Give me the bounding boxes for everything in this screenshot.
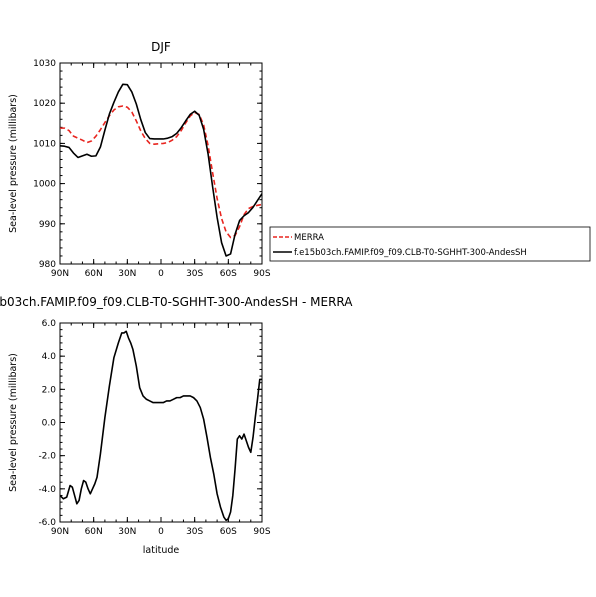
plot-frame bbox=[59, 62, 263, 265]
x-tick-label: 0 bbox=[158, 269, 164, 279]
y-tick-label: 6.0 bbox=[42, 319, 57, 329]
series-line-1 bbox=[60, 330, 262, 522]
y-tick-label: 4.0 bbox=[42, 352, 57, 362]
y-tick-label: 1010 bbox=[33, 139, 56, 149]
y-tick-label: 1030 bbox=[33, 59, 56, 69]
x-tick-label: 0 bbox=[158, 527, 164, 537]
x-tick-label: 60N bbox=[85, 269, 103, 279]
legend-box bbox=[269, 226, 591, 262]
y-tick-label: -4.0 bbox=[38, 485, 56, 495]
x-tick-label: 60S bbox=[220, 527, 237, 537]
y-tick-label: 1000 bbox=[33, 180, 56, 190]
x-tick-label: 30N bbox=[118, 269, 136, 279]
series-line-1 bbox=[60, 105, 262, 239]
chart-panel-1: DJF 90N 60N 30N 0 30S 60S 90S 980 990 1000 1010 1020… bbox=[8, 40, 591, 279]
legend-label-2: f.e15b03ch.FAMIP.f09_f09.CLB-T0-SGHHT-30… bbox=[294, 248, 527, 258]
legend-label-1: MERRA bbox=[294, 233, 324, 243]
x-tick-label: 30N bbox=[118, 527, 136, 537]
y-tick-label: 990 bbox=[39, 220, 56, 230]
y-tick-label: -2.0 bbox=[38, 452, 56, 462]
y-tick-label: 980 bbox=[39, 260, 56, 270]
x-tick-label: 90N bbox=[51, 527, 69, 537]
y-tick-label: -6.0 bbox=[38, 518, 56, 528]
series-line-2 bbox=[60, 83, 262, 257]
chart-title: f.e15b03ch.FAMIP.f09_f09.CLB-T0-SGHHT-30… bbox=[0, 295, 353, 309]
y-tick-label: 0.0 bbox=[42, 419, 57, 429]
y-tick-label: 2.0 bbox=[42, 385, 57, 395]
x-tick-label: 90N bbox=[51, 269, 69, 279]
x-axis-label: latitude bbox=[143, 545, 180, 556]
x-tick-label: 30S bbox=[186, 527, 203, 537]
x-tick-label: 60N bbox=[85, 527, 103, 537]
y-tick-label: 1020 bbox=[33, 99, 56, 109]
x-tick-label: 60S bbox=[220, 269, 237, 279]
legend: MERRA f.e15b03ch.FAMIP.f09_f09.CLB-T0-SGH… bbox=[269, 226, 591, 262]
x-tick-label: 90S bbox=[253, 269, 270, 279]
chart-title: DJF bbox=[151, 40, 171, 54]
x-tick-label: 30S bbox=[186, 269, 203, 279]
x-tick-label: 90S bbox=[253, 527, 270, 537]
y-axis-label: Sea-level pressure (millibars) bbox=[8, 94, 19, 233]
chart-panel-2: f.e15b03ch.FAMIP.f09_f09.CLB-T0-SGHHT-30… bbox=[0, 295, 353, 556]
y-axis-label: Sea-level pressure (millibars) bbox=[8, 353, 19, 492]
